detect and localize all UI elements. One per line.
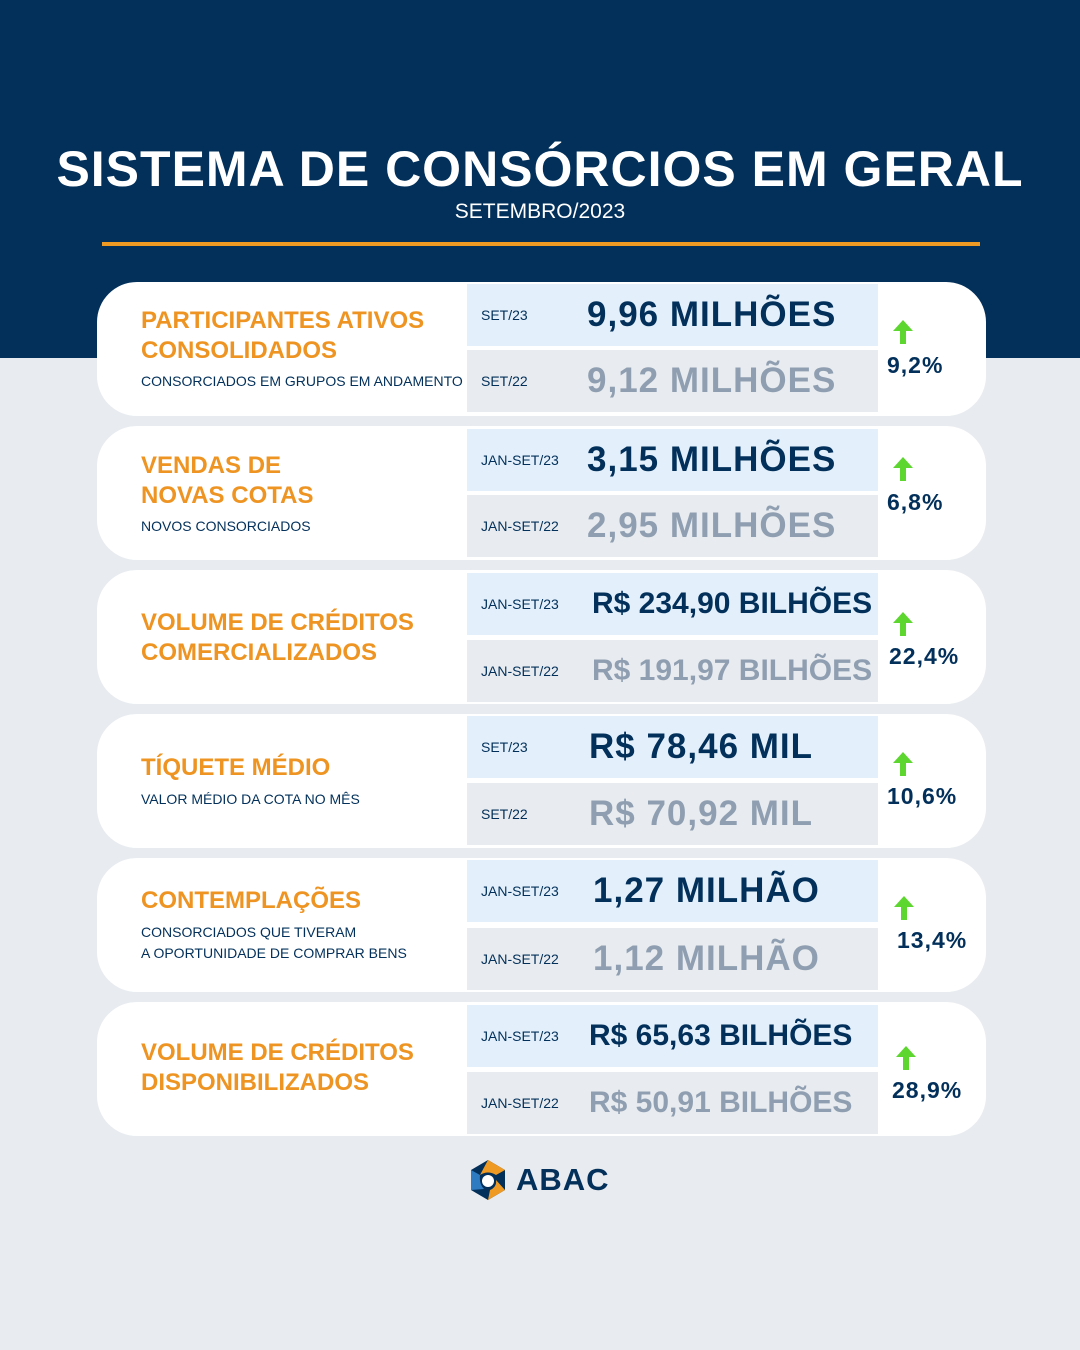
current-period-label: JAN-SET/23	[481, 596, 559, 612]
metric-label: VOLUME DE CRÉDITOS COMERCIALIZADOS	[141, 608, 471, 668]
current-period-value: R$ 78,46 MIL	[589, 727, 814, 766]
arrow-up-icon	[893, 457, 913, 481]
metric-card-tiquete-medio: TÍQUETE MÉDIO VALOR MÉDIO DA COTA NO MÊS…	[97, 714, 986, 848]
metric-description-line1: CONSORCIADOS EM GRUPOS EM ANDAMENTO	[141, 373, 463, 389]
current-period-row: SET/23 R$ 78,46 MIL	[467, 716, 878, 778]
arrow-up-icon	[893, 752, 913, 776]
change-percent: 22,4%	[889, 643, 960, 669]
previous-period-value: R$ 70,92 MIL	[589, 794, 814, 833]
metric-card-creditos-disponibilizados: VOLUME DE CRÉDITOS DISPONIBILIZADOS JAN-…	[97, 1002, 986, 1136]
metric-description: CONSORCIADOS QUE TIVERAM A OPORTUNIDADE …	[141, 922, 471, 964]
metric-description-line1: VALOR MÉDIO DA COTA NO MÊS	[141, 791, 360, 807]
current-period-row: JAN-SET/23 R$ 65,63 BILHÕES	[467, 1005, 878, 1067]
metric-description: NOVOS CONSORCIADOS	[141, 516, 471, 537]
previous-period-row: JAN-SET/22 2,95 MILHÕES	[467, 495, 878, 557]
current-period-value: 9,96 MILHÕES	[587, 295, 837, 334]
previous-period-value: R$ 191,97 BILHÕES	[592, 654, 873, 687]
current-period-row: SET/23 9,96 MILHÕES	[467, 284, 878, 346]
metric-label-line2: NOVAS COTAS	[141, 482, 314, 509]
arrow-up-icon	[893, 612, 913, 636]
metric-label-line1: CONTEMPLAÇÕES	[141, 887, 362, 914]
metric-label: TÍQUETE MÉDIO	[141, 753, 471, 783]
arrow-up-icon	[893, 320, 913, 344]
current-period-label: JAN-SET/23	[481, 452, 559, 468]
metric-label-line2: COMERCIALIZADOS	[141, 639, 377, 666]
abac-logo-text: ABAC	[516, 1162, 610, 1197]
previous-period-value: 9,12 MILHÕES	[587, 361, 837, 400]
abac-logo-icon	[471, 1160, 505, 1200]
current-period-row: JAN-SET/23 1,27 MILHÃO	[467, 860, 878, 922]
metric-label-line1: PARTICIPANTES ATIVOS	[141, 307, 425, 334]
change-percent: 10,6%	[887, 783, 958, 809]
metric-card-participantes: PARTICIPANTES ATIVOS CONSOLIDADOS CONSOR…	[97, 282, 986, 416]
current-period-value: 3,15 MILHÕES	[587, 440, 837, 479]
current-period-label: SET/23	[481, 739, 528, 755]
metric-label-line2: DISPONIBILIZADOS	[141, 1069, 370, 1096]
previous-period-row: JAN-SET/22 R$ 191,97 BILHÕES	[467, 640, 878, 702]
current-period-label: JAN-SET/23	[481, 1028, 559, 1044]
previous-period-row: JAN-SET/22 R$ 50,91 BILHÕES	[467, 1072, 878, 1134]
metric-label-line2: CONSOLIDADOS	[141, 337, 338, 364]
metric-label-line1: TÍQUETE MÉDIO	[141, 754, 331, 781]
previous-period-label: JAN-SET/22	[481, 1095, 559, 1111]
change-percent: 28,9%	[892, 1077, 963, 1103]
metric-label: VENDAS DE NOVAS COTAS	[141, 451, 471, 511]
current-period-label: SET/23	[481, 307, 528, 323]
metric-card-creditos-comercializados: VOLUME DE CRÉDITOS COMERCIALIZADOS JAN-S…	[97, 570, 986, 704]
metric-description-line2: A OPORTUNIDADE DE COMPRAR BENS	[141, 945, 407, 961]
current-period-value: R$ 234,90 BILHÕES	[592, 587, 873, 620]
metric-label-line1: VOLUME DE CRÉDITOS	[141, 609, 414, 636]
metric-description: CONSORCIADOS EM GRUPOS EM ANDAMENTO	[141, 371, 481, 392]
arrow-up-icon	[896, 1046, 916, 1070]
metric-description-line1: NOVOS CONSORCIADOS	[141, 518, 311, 534]
metric-label: VOLUME DE CRÉDITOS DISPONIBILIZADOS	[141, 1038, 471, 1098]
current-period-label: JAN-SET/23	[481, 883, 559, 899]
previous-period-label: JAN-SET/22	[481, 951, 559, 967]
previous-period-value: 2,95 MILHÕES	[587, 506, 837, 545]
previous-period-value: R$ 50,91 BILHÕES	[589, 1086, 853, 1119]
arrow-up-icon	[894, 896, 914, 920]
header-divider	[102, 242, 980, 246]
metric-description: VALOR MÉDIO DA COTA NO MÊS	[141, 789, 471, 810]
page-subtitle: SETEMBRO/2023	[454, 200, 626, 223]
previous-period-value: 1,12 MILHÃO	[593, 939, 820, 978]
metric-label: CONTEMPLAÇÕES	[141, 886, 471, 916]
metric-card-vendas: VENDAS DE NOVAS COTAS NOVOS CONSORCIADOS…	[97, 426, 986, 560]
page-title: SISTEMA DE CONSÓRCIOS EM GERAL	[56, 141, 1024, 197]
current-period-row: JAN-SET/23 3,15 MILHÕES	[467, 429, 878, 491]
previous-period-label: SET/22	[481, 373, 528, 389]
metric-card-contemplacoes: CONTEMPLAÇÕES CONSORCIADOS QUE TIVERAM A…	[97, 858, 986, 992]
change-percent: 9,2%	[887, 352, 944, 378]
previous-period-label: JAN-SET/22	[481, 663, 559, 679]
change-percent: 6,8%	[887, 489, 944, 515]
current-period-value: 1,27 MILHÃO	[593, 871, 820, 910]
change-percent: 13,4%	[897, 927, 968, 953]
previous-period-label: JAN-SET/22	[481, 518, 559, 534]
previous-period-row: SET/22 9,12 MILHÕES	[467, 350, 878, 412]
metric-label-line1: VOLUME DE CRÉDITOS	[141, 1039, 414, 1066]
metric-label-line1: VENDAS DE	[141, 452, 282, 479]
previous-period-row: JAN-SET/22 1,12 MILHÃO	[467, 928, 878, 990]
current-period-value: R$ 65,63 BILHÕES	[589, 1019, 853, 1052]
current-period-row: JAN-SET/23 R$ 234,90 BILHÕES	[467, 573, 878, 635]
metric-description-line1: CONSORCIADOS QUE TIVERAM	[141, 924, 357, 940]
abac-logo: ABAC	[466, 1158, 626, 1202]
metric-label: PARTICIPANTES ATIVOS CONSOLIDADOS	[141, 306, 471, 366]
previous-period-label: SET/22	[481, 806, 528, 822]
previous-period-row: SET/22 R$ 70,92 MIL	[467, 783, 878, 845]
